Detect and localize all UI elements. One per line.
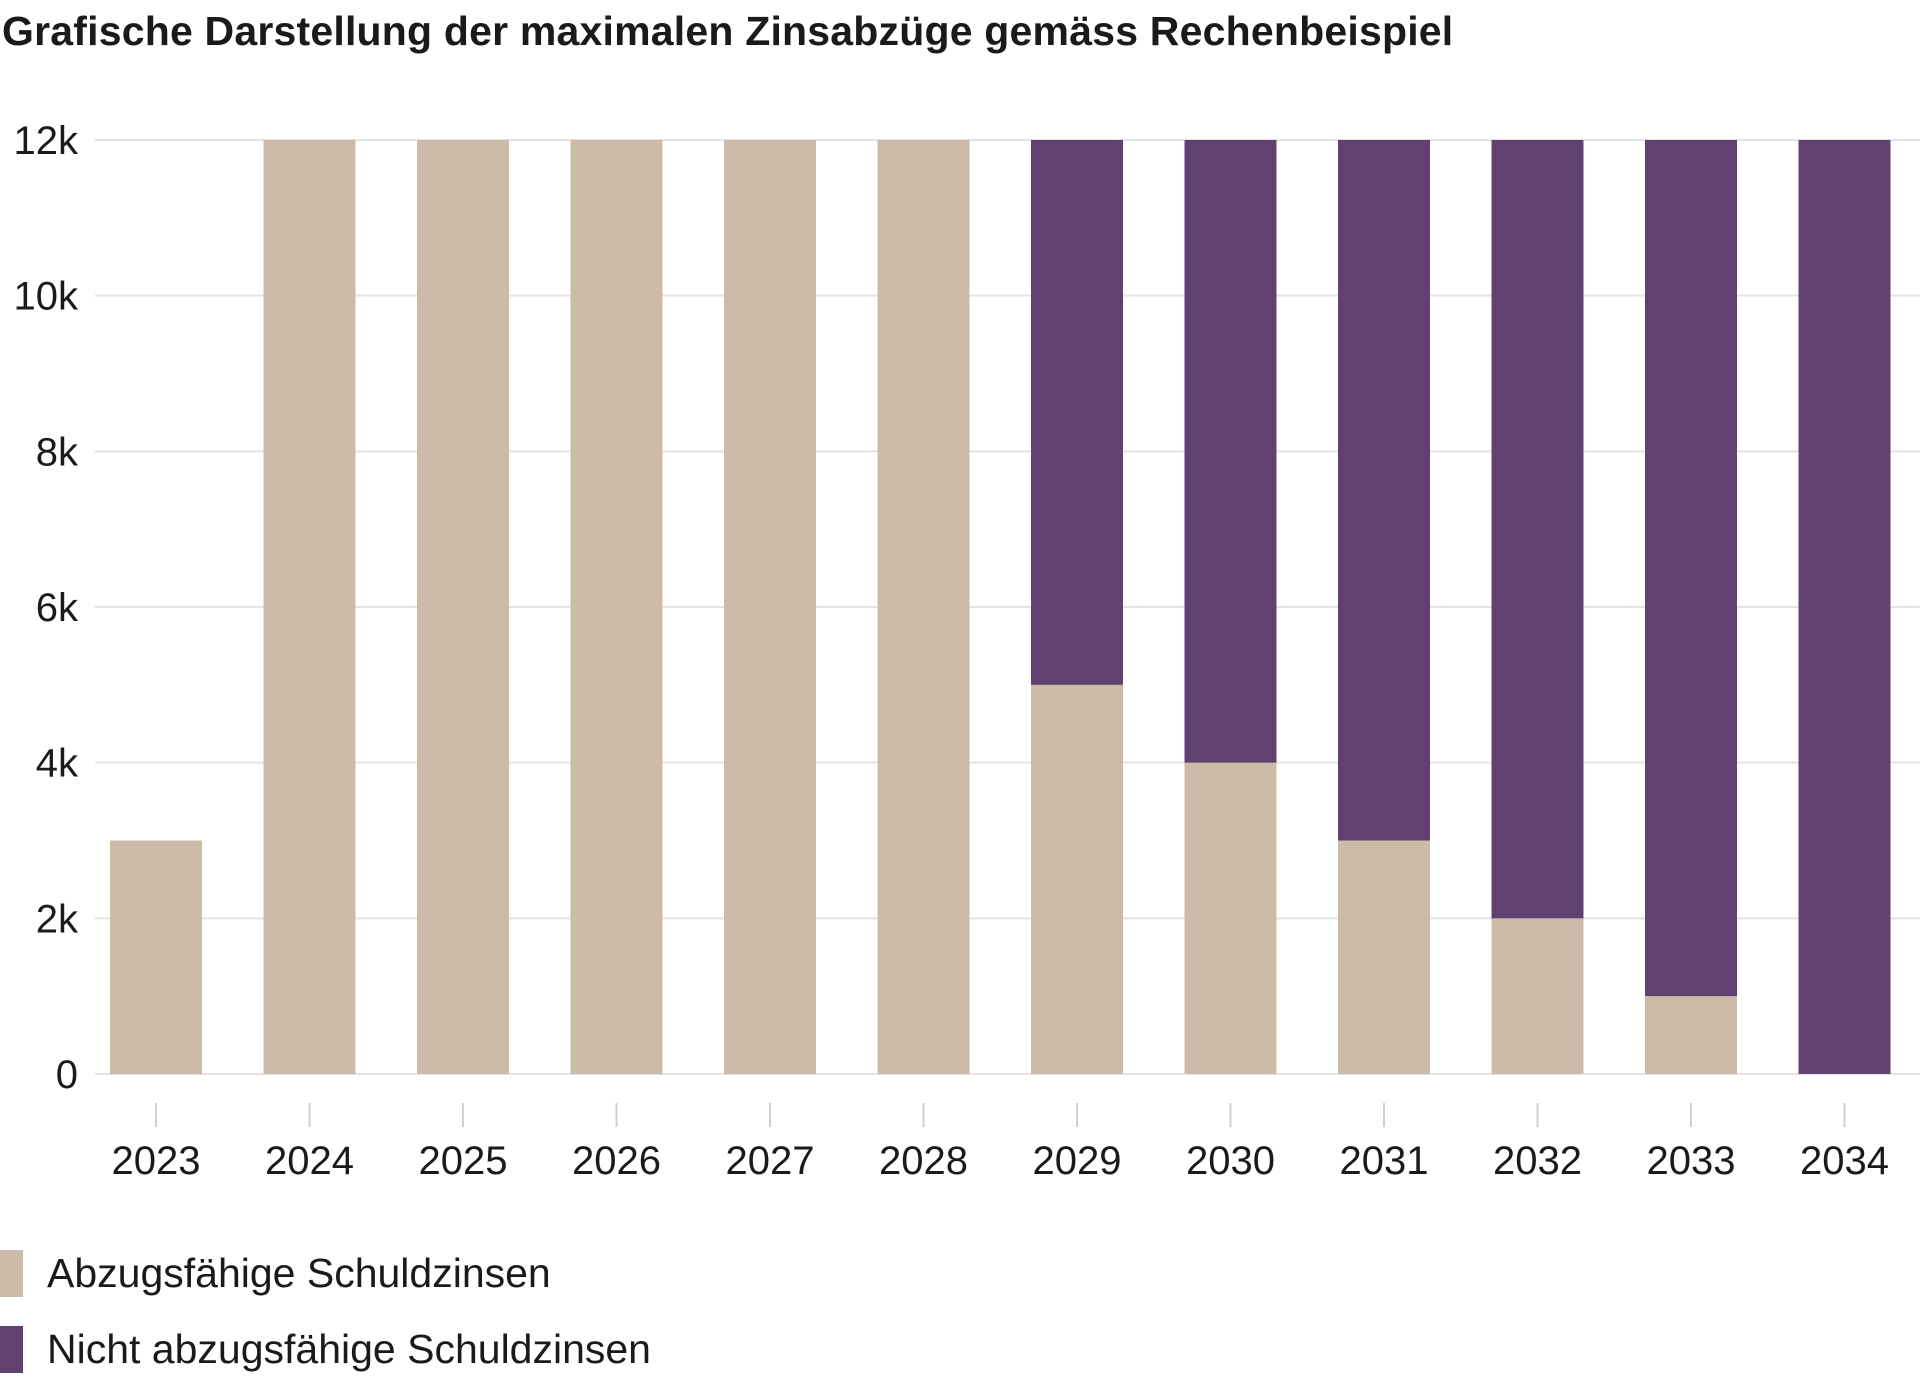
bar-deductible xyxy=(417,140,509,1074)
bar-non-deductible xyxy=(1184,140,1277,763)
bar-non-deductible xyxy=(1338,140,1430,841)
bar-deductible xyxy=(1184,762,1277,1074)
bar-deductible xyxy=(1031,684,1123,1074)
legend: Abzugsfähige Schuldzinsen Nicht abzugsfä… xyxy=(0,1235,651,1387)
x-tick-label: 2033 xyxy=(1647,1139,1736,1183)
y-tick-label: 10k xyxy=(14,275,79,319)
bar-deductible xyxy=(724,140,816,1074)
y-tick-label: 4k xyxy=(36,742,79,786)
bar-deductible xyxy=(1338,840,1430,1074)
y-tick-label: 12k xyxy=(14,119,79,163)
bar-deductible xyxy=(1491,918,1584,1074)
y-tick-label: 0 xyxy=(56,1053,78,1097)
bar-deductible xyxy=(877,140,970,1074)
bar-deductible xyxy=(110,840,202,1074)
legend-label-deductible: Abzugsfähige Schuldzinsen xyxy=(47,1249,551,1296)
bar-non-deductible xyxy=(1645,140,1737,997)
bar-non-deductible xyxy=(1031,140,1123,685)
bar-deductible xyxy=(570,140,663,1074)
bar-non-deductible xyxy=(1491,140,1584,919)
x-tick-label: 2034 xyxy=(1800,1139,1889,1183)
y-tick-label: 8k xyxy=(36,430,79,474)
legend-item-deductible: Abzugsfähige Schuldzinsen xyxy=(0,1235,651,1311)
stacked-bar-chart: 0 2k 4k 6k 8k 10k 12k 2023 2024 2025 2026 2027 2028 2… xyxy=(14,119,1920,1183)
x-tick-label: 2025 xyxy=(419,1139,508,1183)
x-tick-label: 2026 xyxy=(572,1139,661,1183)
legend-swatch-deductible xyxy=(0,1249,23,1297)
x-tick-label: 2023 xyxy=(112,1139,201,1183)
x-tick-label: 2029 xyxy=(1033,1139,1122,1183)
legend-item-non-deductible: Nicht abzugsfähige Schuldzinsen xyxy=(0,1311,651,1387)
x-tick-label: 2030 xyxy=(1186,1139,1275,1183)
legend-swatch-non-deductible xyxy=(0,1325,23,1373)
x-tick-label: 2027 xyxy=(726,1139,815,1183)
x-tick-label: 2031 xyxy=(1340,1139,1429,1183)
y-tick-label: 6k xyxy=(36,586,79,630)
x-tick-label: 2024 xyxy=(265,1139,354,1183)
legend-label-non-deductible: Nicht abzugsfähige Schuldzinsen xyxy=(47,1325,651,1372)
y-tick-label: 2k xyxy=(36,897,79,941)
bar-deductible xyxy=(1645,996,1737,1074)
chart-title: Grafische Darstellung der maximalen Zins… xyxy=(2,8,1454,54)
bar-non-deductible xyxy=(1798,140,1891,1074)
x-tick-label: 2028 xyxy=(879,1139,968,1183)
x-tick-label: 2032 xyxy=(1493,1139,1582,1183)
bar-deductible xyxy=(263,140,356,1074)
